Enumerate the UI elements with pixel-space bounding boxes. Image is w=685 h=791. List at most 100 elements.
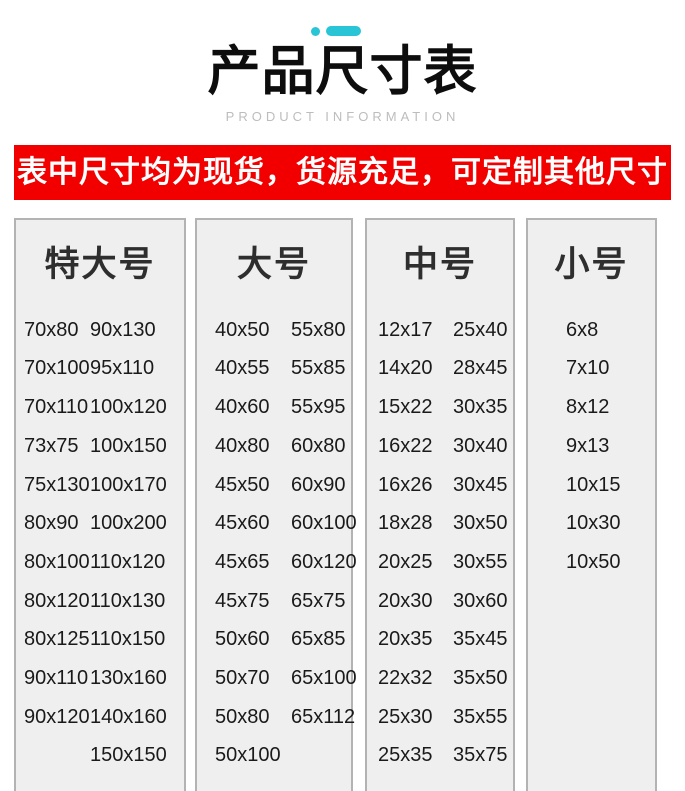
- size-cell: 73x75: [24, 434, 79, 457]
- size-card-3: 中号 12x17 25x40 14x20 28x45 15x22 30x35 16x22 30x…: [365, 217, 515, 791]
- size-row: 50x70 65x100: [197, 659, 357, 698]
- size-cell: 40x55: [215, 357, 270, 380]
- page-title: 产品尺寸表: [207, 42, 478, 101]
- size-cell: 55x95: [291, 396, 346, 419]
- size-cell: 9x13: [566, 434, 610, 457]
- size-cell: 40x80: [215, 434, 270, 457]
- size-cell: 7x10: [566, 357, 610, 380]
- size-cell: 110x120: [90, 550, 166, 573]
- size-row: 16x22 30x40: [367, 427, 513, 466]
- size-cell: 45x75: [215, 589, 270, 612]
- size-row: 50x80 65x112: [197, 698, 355, 737]
- size-row: 16x26 30x45: [367, 466, 513, 505]
- accent-decoration: [0, 0, 685, 36]
- size-row: 10x30: [528, 504, 655, 543]
- size-row: 7x10: [528, 350, 655, 389]
- size-card-4: 小号 6x8 7x10 8x12 9x13 10x15 10x30 10x50: [526, 217, 657, 791]
- size-row: 20x30 30x60: [367, 582, 513, 621]
- size-cell: 95x110: [90, 357, 155, 380]
- size-cell: 60x80: [291, 434, 346, 457]
- size-row: 45x60 60x100: [197, 504, 357, 543]
- size-cell: 60x100: [291, 512, 357, 535]
- size-cell: 70x80: [24, 318, 79, 341]
- size-row: 20x25 30x55: [367, 543, 513, 582]
- size-row: 50x100: [197, 737, 351, 776]
- size-cell: 10x50: [566, 550, 621, 573]
- size-row: 45x65 60x120: [197, 543, 357, 582]
- size-row: 10x15: [528, 466, 655, 505]
- size-cell: 8x12: [566, 396, 610, 419]
- size-cell: 70x100: [24, 357, 90, 380]
- size-row: 25x35 35x75: [367, 737, 513, 776]
- size-card-title: 特大号: [44, 244, 156, 284]
- size-cell: 30x50: [453, 512, 508, 535]
- size-row: 6x8: [528, 311, 655, 350]
- size-cell: 50x80: [215, 705, 270, 728]
- size-cell: 65x100: [291, 666, 357, 689]
- size-cell: 100x200: [90, 512, 167, 535]
- size-row: 40x50 55x80: [197, 311, 351, 350]
- size-cell: 70x110: [24, 396, 89, 419]
- size-card-title: 大号: [236, 244, 311, 284]
- size-card-title: 小号: [554, 244, 629, 284]
- size-cell: 35x50: [453, 666, 508, 689]
- size-rows: 6x8 7x10 8x12 9x13 10x15 10x30 10x50: [528, 311, 655, 582]
- size-cell: 25x35: [378, 744, 433, 767]
- size-cell: 14x20: [378, 357, 433, 380]
- size-cell: 10x15: [566, 473, 621, 496]
- size-row: 70x80 90x130: [16, 311, 184, 350]
- size-card-1: 特大号 70x80 90x130 70x100 95x110 70x110 100x120 7…: [14, 217, 186, 791]
- size-row: 22x32 35x50: [367, 659, 513, 698]
- size-row: 15x22 30x35: [367, 388, 513, 427]
- size-card-title: 中号: [402, 244, 477, 284]
- size-rows: 12x17 25x40 14x20 28x45 15x22 30x35 16x22 30x40…: [367, 311, 513, 775]
- size-row: 90x110 130x160: [16, 659, 184, 698]
- size-cell: 22x32: [378, 666, 433, 689]
- size-cell: 20x35: [378, 628, 433, 651]
- stock-notice-banner: 表中尺寸均为现货，货源充足，可定制其他尺寸: [14, 144, 671, 200]
- size-table: 特大号 70x80 90x130 70x100 95x110 70x110 100x120 7…: [14, 217, 685, 791]
- size-row: 80x100 110x120: [16, 543, 184, 582]
- size-cell: 55x80: [291, 318, 346, 341]
- size-cell: 18x28: [378, 512, 433, 535]
- size-row: 70x110 100x120: [16, 388, 184, 427]
- size-cell: 50x100: [215, 744, 281, 767]
- size-cell: 35x55: [453, 705, 508, 728]
- size-cell: 45x65: [215, 550, 270, 573]
- size-row: 90x120 140x160: [16, 698, 184, 737]
- size-cell: 30x40: [453, 434, 508, 457]
- size-cell: 55x85: [291, 357, 346, 380]
- size-cell: 35x45: [453, 628, 508, 651]
- size-cell: 80x90: [24, 512, 79, 535]
- size-cell: 40x60: [215, 396, 270, 419]
- size-row: 40x80 60x80: [197, 427, 351, 466]
- size-cell: 50x60: [215, 628, 270, 651]
- size-cell: 20x30: [378, 589, 433, 612]
- size-cell: 65x75: [291, 589, 346, 612]
- accent-dot-icon: [310, 26, 320, 36]
- size-cell: 6x8: [566, 318, 599, 341]
- size-row: 12x17 25x40: [367, 311, 513, 350]
- accent-bar-icon: [325, 26, 361, 36]
- size-rows: 40x50 55x80 40x55 55x85 40x60 55x95 40x80 60x80…: [197, 311, 357, 776]
- size-cell: 65x112: [291, 705, 356, 728]
- size-cell: 30x45: [453, 473, 508, 496]
- size-row: 75x130 100x170: [16, 466, 184, 505]
- size-cell: 150x150: [90, 744, 167, 767]
- size-cell: 130x160: [90, 666, 167, 689]
- size-row: 18x28 30x50: [367, 504, 513, 543]
- size-row: 40x55 55x85: [197, 350, 351, 389]
- size-cell: 80x120: [24, 589, 90, 612]
- size-row: 45x75 65x75: [197, 582, 351, 621]
- size-cell: 35x75: [453, 744, 508, 767]
- size-row: 20x35 35x45: [367, 620, 513, 659]
- size-cell: 15x22: [378, 396, 433, 419]
- size-cell: 16x22: [378, 434, 433, 457]
- size-cell: 60x120: [291, 550, 357, 573]
- page-subtitle: PRODUCT INFORMATION: [225, 108, 460, 124]
- size-cell: 80x100: [24, 550, 90, 573]
- size-cell: 110x150: [90, 628, 166, 651]
- size-row: 40x60 55x95: [197, 388, 351, 427]
- size-cell: 90x110: [24, 666, 89, 689]
